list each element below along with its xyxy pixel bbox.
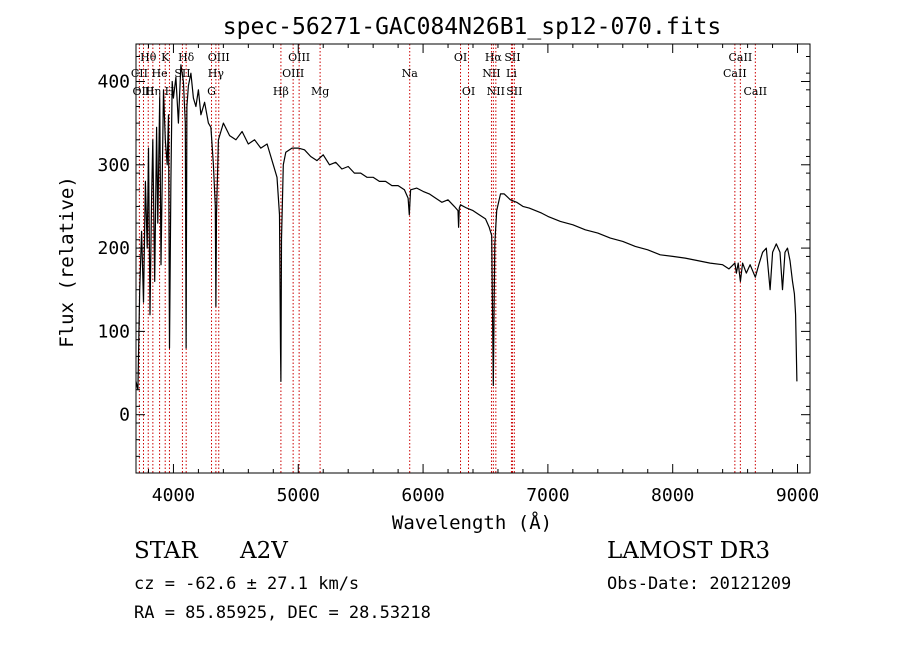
x-tick-label: 8000 [651,485,694,506]
line-label: OIII [132,85,154,98]
line-label: K [161,51,170,64]
line-label: G [207,85,216,98]
y-axis-ticks: 0 100 200 300 400 [97,55,810,457]
x-tick-label: 5000 [277,485,320,506]
x-axis-label: Wavelength (Å) [392,511,552,534]
line-label: Hβ [273,85,289,98]
line-label: Li [506,67,517,80]
line-label: Hδ [178,51,195,64]
emission-line-markers [138,44,756,473]
x-tick-label: 9000 [776,485,819,506]
line-label: Hθ [140,51,157,64]
y-tick-label: 400 [97,71,130,92]
y-tick-label: 100 [97,321,130,342]
line-label: He [152,67,168,80]
line-label: OI [462,85,475,98]
survey-name: LAMOST DR3 [607,538,771,564]
line-label: Na [402,67,419,80]
y-axis-label: Flux (relative) [56,176,78,348]
line-label: Hη [145,85,161,98]
x-tick-label: 7000 [526,485,569,506]
y-tick-label: 200 [97,238,130,259]
series-layer [135,64,798,391]
line-label: SII [504,51,520,64]
plot-frame [135,43,811,474]
y-tick-label: 0 [119,405,130,426]
line-label: Hα [485,51,503,64]
chart-title: spec-56271-GAC084N26B1_sp12-070.fits [223,14,722,40]
line-label: CaII [729,51,753,64]
line-label: OIII [288,51,310,64]
object-class: STAR [134,538,198,564]
y-tick-label: 300 [97,155,130,176]
x-tick-label: 4000 [152,485,195,506]
axes [135,43,811,474]
line-label: OIII [208,51,230,64]
line-label: Mg [311,85,329,98]
coordinates: RA = 85.85925, DEC = 28.53218 [134,603,431,623]
line-label: H [165,85,175,98]
line-label: OIII [282,67,304,80]
line-label: SII [506,85,522,98]
line-label: Hγ [208,67,225,80]
line-label: SII [174,67,190,80]
line-label: OI [454,51,467,64]
spectral-subclass: A2V [240,538,288,564]
line-label: CaII [743,85,767,98]
redshift-velocity: cz = -62.6 ± 27.1 km/s [134,574,360,594]
line-label: NII [487,85,505,98]
x-axis-ticks: 4000 5000 6000 7000 8000 9000 [147,44,819,506]
line-label: CaII [723,67,747,80]
line-label: NII [482,67,500,80]
x-tick-label: 6000 [401,485,444,506]
flux-line [135,64,798,391]
observation-date: Obs-Date: 20121209 [607,574,792,594]
